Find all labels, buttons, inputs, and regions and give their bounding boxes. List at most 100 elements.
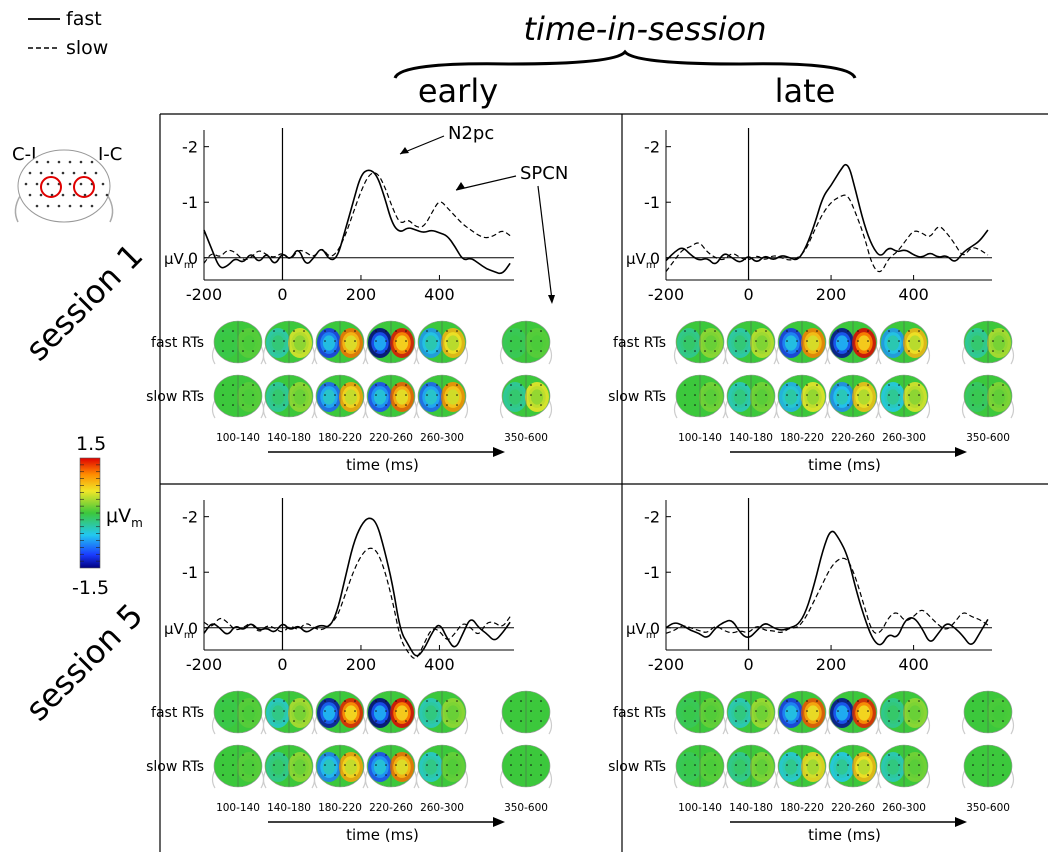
topomap-electrode: [898, 350, 900, 352]
topomap-electrode: [992, 384, 994, 386]
topomap-electrode: [755, 340, 757, 342]
topomap-ears: [499, 769, 553, 789]
topomap-electrode: [242, 404, 244, 406]
topomap-electrode: [918, 774, 920, 776]
topomap-electrode: [530, 330, 532, 332]
annotation-n2pc: N2pc: [448, 123, 494, 144]
topomap-electrode: [385, 700, 387, 702]
topomap-electrode: [982, 340, 984, 342]
topomap-grid: fast RTs slow RTs: [608, 690, 1015, 789]
topomap-outline: [963, 320, 1013, 364]
topomap-electrode: [898, 384, 900, 386]
unit-main: μV: [626, 250, 647, 268]
topomap-electrode: [446, 394, 448, 396]
topomap-outline: [675, 374, 725, 418]
topomap-electrode: [755, 754, 757, 756]
y-tick-zero-label: 0: [650, 249, 660, 268]
topomap-electrode: [918, 384, 920, 386]
topomap-slow-260-300: [877, 374, 931, 419]
topomap-electrode: [857, 340, 859, 342]
y-axis-unit-label: μVm: [164, 250, 194, 271]
topomap-electrode: [735, 764, 737, 766]
topomap-electrode: [908, 350, 910, 352]
topomap-electrode: [324, 330, 326, 332]
topomap-left-blob: [835, 389, 849, 405]
topomap-electrode: [222, 700, 224, 702]
topomap-electrode: [867, 394, 869, 396]
topomap-electrode: [982, 764, 984, 766]
electrode-dot: [39, 171, 43, 175]
series-line-fast: [203, 169, 511, 275]
topomap-electrode: [530, 720, 532, 722]
topomap-electrode: [324, 700, 326, 702]
topomap-electrode: [714, 710, 716, 712]
topomap-left-blob: [682, 759, 696, 775]
topomap-electrode: [806, 774, 808, 776]
topomap-electrode: [816, 350, 818, 352]
topomap-electrode: [806, 330, 808, 332]
topomap-electrode: [898, 774, 900, 776]
topomap-electrode: [446, 350, 448, 352]
topomap-left-blob: [835, 335, 849, 351]
topomap-electrode: [293, 384, 295, 386]
time-window-label: 180-220: [780, 432, 824, 444]
topomap-electrode: [908, 404, 910, 406]
topomap-electrode: [385, 764, 387, 766]
topomap-outline: [501, 374, 551, 418]
topomap-electrode: [375, 404, 377, 406]
topomap-electrode: [857, 720, 859, 722]
topomap-electrode: [540, 700, 542, 702]
topomap-left-blob: [322, 705, 336, 721]
electrode-dot: [83, 171, 87, 175]
topomap-outline: [264, 320, 314, 364]
topomap-electrode: [436, 384, 438, 386]
topomap-electrode: [303, 404, 305, 406]
topomap-electrode: [786, 394, 788, 396]
topomap-fast-180-220: [775, 690, 829, 735]
topomap-outline: [417, 744, 467, 788]
topomap-left-blob: [271, 389, 285, 405]
topomap-outline: [828, 690, 878, 734]
topomap-electrode: [992, 394, 994, 396]
topomap-electrode: [273, 384, 275, 386]
topomap-electrode: [888, 720, 890, 722]
topomap-electrode: [283, 774, 285, 776]
topomap-slow-100-140: [673, 744, 727, 789]
topomap-electrode: [745, 384, 747, 386]
topomap-electrode: [765, 700, 767, 702]
topomap-electrode: [446, 764, 448, 766]
topomap-electrode: [684, 774, 686, 776]
topomap-electrode: [898, 754, 900, 756]
topomap-outline: [264, 690, 314, 734]
electrode-head-icon: C-I I-C: [12, 144, 122, 223]
topomap-electrode: [252, 404, 254, 406]
topomap-electrode: [898, 720, 900, 722]
colorbar-max-label: 1.5: [76, 433, 106, 455]
topomap-electrode: [1002, 774, 1004, 776]
electrode-dot: [57, 204, 61, 208]
topomap-electrode: [426, 384, 428, 386]
x-tick-label: 400: [898, 655, 929, 674]
topomap-slow-180-220: [775, 744, 829, 789]
topomap-electrode: [510, 384, 512, 386]
topomap-electrode: [796, 700, 798, 702]
topomap-outline: [366, 744, 416, 788]
topomap-electrode: [694, 340, 696, 342]
topomap-electrode: [765, 720, 767, 722]
topomap-electrode: [888, 404, 890, 406]
topomap-electrode: [704, 350, 706, 352]
topomap-electrode: [847, 774, 849, 776]
topomap-electrode: [375, 384, 377, 386]
electrode-dot: [94, 193, 98, 197]
topomap-electrode: [273, 720, 275, 722]
topomap-left-blob: [682, 705, 696, 721]
topomap-electrode: [354, 404, 356, 406]
topomap-electrode: [283, 384, 285, 386]
topomap-electrode: [252, 774, 254, 776]
topomap-electrode: [806, 764, 808, 766]
topomap-outline: [366, 690, 416, 734]
topomap-electrode: [395, 384, 397, 386]
topomap-right-blob: [530, 389, 544, 405]
series-line-slow: [203, 547, 511, 659]
topomap-electrode: [745, 754, 747, 756]
